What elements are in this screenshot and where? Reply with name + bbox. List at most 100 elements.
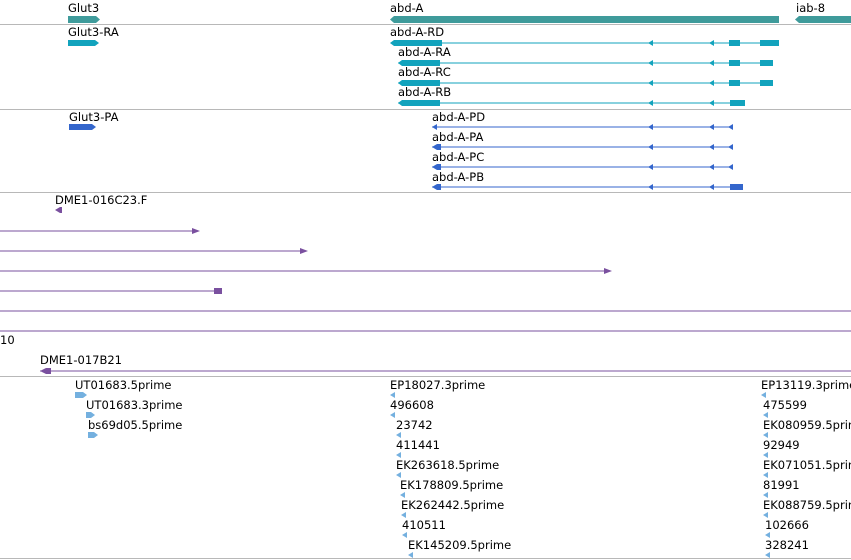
exon[interactable]: [760, 80, 773, 86]
est-feature[interactable]: EK262442.5prime: [401, 498, 504, 518]
gene-body[interactable]: [68, 16, 96, 23]
est-feature[interactable]: EK178809.5prime: [400, 478, 503, 498]
gene-feature[interactable]: Glut3: [68, 1, 100, 23]
protein-segment[interactable]: [437, 184, 441, 190]
est-feature[interactable]: EK080959.5prime: [763, 418, 851, 438]
exon[interactable]: [402, 100, 440, 106]
clone-feature[interactable]: [0, 268, 612, 274]
left-arrowhead-icon: [709, 184, 714, 190]
exon[interactable]: [729, 40, 740, 46]
protein-label: Glut3-PA: [69, 110, 119, 124]
est-feature[interactable]: 102666: [765, 518, 809, 538]
left-arrowhead-icon: [648, 100, 653, 106]
transcript-feature[interactable]: abd-A-RA: [398, 45, 773, 66]
clone-label: DME1-016C23.F: [55, 193, 147, 207]
est-label: 496608: [390, 398, 434, 412]
transcript-label: abd-A-RA: [398, 45, 451, 59]
transcript-track: Glut3-RA abd-A-RD abd-A-RA: [68, 25, 779, 106]
clone-feature[interactable]: 10: [0, 330, 851, 347]
exon[interactable]: [68, 40, 95, 46]
left-arrowhead-icon: [390, 392, 395, 398]
protein-segment[interactable]: [69, 124, 92, 130]
gene-feature[interactable]: iab-8: [795, 1, 851, 23]
est-segment[interactable]: [86, 412, 91, 418]
est-feature[interactable]: EK071051.5prime: [763, 458, 851, 478]
left-arrowhead-icon: [648, 60, 653, 66]
transcript-feature[interactable]: abd-A-RB: [398, 85, 745, 106]
transcript-feature[interactable]: Glut3-RA: [68, 25, 119, 46]
left-arrowhead-icon: [648, 40, 653, 46]
clone-feature[interactable]: [0, 248, 308, 254]
est-feature[interactable]: 81991: [763, 478, 800, 498]
clone-segment[interactable]: [46, 368, 51, 374]
protein-track: Glut3-PA abd-A-PD abd-A-PA abd-A-PC: [69, 110, 743, 190]
est-label: UT01683.3prime: [86, 398, 183, 412]
est-feature[interactable]: UT01683.3prime: [86, 398, 183, 418]
exon[interactable]: [402, 60, 440, 66]
right-arrowhead-icon: [92, 124, 96, 130]
exon[interactable]: [729, 60, 740, 66]
est-feature[interactable]: 328241: [765, 538, 809, 558]
est-feature[interactable]: 411441: [396, 438, 440, 458]
transcript-label: abd-A-RD: [390, 25, 444, 39]
clone-segment[interactable]: [60, 207, 62, 213]
clone-segment[interactable]: [214, 288, 222, 294]
protein-feature[interactable]: abd-A-PA: [432, 130, 733, 150]
left-arrowhead-icon: [648, 164, 653, 170]
est-segment[interactable]: [88, 432, 94, 438]
protein-segment[interactable]: [437, 164, 441, 170]
est-feature[interactable]: EK263618.5prime: [396, 458, 499, 478]
est-label: bs69d05.5prime: [88, 418, 182, 432]
est-feature[interactable]: EK145209.5prime: [408, 538, 511, 558]
exon[interactable]: [402, 80, 440, 86]
clone-track: DME1-016C23.F 1: [0, 193, 851, 374]
gene-body[interactable]: [799, 16, 851, 23]
clone-label: 10: [0, 333, 15, 347]
exon[interactable]: [760, 40, 779, 46]
clone-feature[interactable]: DME1-016C23.F: [55, 193, 147, 213]
est-feature[interactable]: EP13119.3prime: [761, 378, 851, 398]
left-arrowhead-icon: [398, 60, 402, 66]
est-feature[interactable]: EP18027.3prime: [390, 378, 485, 398]
est-label: EP13119.3prime: [761, 378, 851, 392]
left-arrowhead-icon: [795, 16, 799, 23]
left-arrowhead-icon: [398, 80, 402, 86]
left-arrowhead-icon: [396, 432, 401, 438]
gene-feature[interactable]: abd-A: [390, 1, 779, 23]
protein-feature[interactable]: abd-A-PC: [432, 150, 733, 170]
est-feature[interactable]: 475599: [763, 398, 807, 418]
est-feature[interactable]: 23742: [396, 418, 433, 438]
left-arrowhead-icon: [765, 552, 770, 558]
transcript-feature[interactable]: abd-A-RD: [390, 25, 779, 46]
est-feature[interactable]: 496608: [390, 398, 434, 418]
clone-feature[interactable]: [0, 228, 200, 234]
est-feature[interactable]: EK088759.5prime: [763, 498, 851, 518]
est-feature[interactable]: 92949: [763, 438, 800, 458]
gene-body[interactable]: [394, 16, 779, 23]
est-label: 410511: [402, 518, 446, 532]
protein-feature[interactable]: abd-A-PD: [432, 110, 733, 130]
exon[interactable]: [394, 40, 442, 46]
gene-label: iab-8: [796, 1, 825, 15]
clone-feature[interactable]: [0, 288, 222, 294]
transcript-feature[interactable]: abd-A-RC: [398, 65, 773, 86]
exon[interactable]: [760, 60, 773, 66]
protein-feature[interactable]: Glut3-PA: [69, 110, 119, 130]
protein-segment[interactable]: [730, 184, 743, 190]
protein-feature[interactable]: abd-A-PB: [432, 170, 743, 190]
protein-segment[interactable]: [437, 144, 441, 150]
left-arrowhead-icon: [763, 452, 768, 458]
clone-feature[interactable]: DME1-017B21: [40, 353, 851, 374]
exon[interactable]: [729, 80, 740, 86]
est-label: 475599: [763, 398, 807, 412]
left-arrowhead-icon: [402, 532, 407, 538]
est-feature[interactable]: 410511: [402, 518, 446, 538]
est-feature[interactable]: UT01683.5prime: [75, 378, 172, 398]
exon[interactable]: [730, 100, 745, 106]
est-feature[interactable]: bs69d05.5prime: [88, 418, 182, 438]
est-label: 102666: [765, 518, 809, 532]
est-segment[interactable]: [75, 392, 83, 398]
right-arrowhead-icon: [95, 40, 99, 46]
left-arrowhead-icon: [763, 472, 768, 478]
